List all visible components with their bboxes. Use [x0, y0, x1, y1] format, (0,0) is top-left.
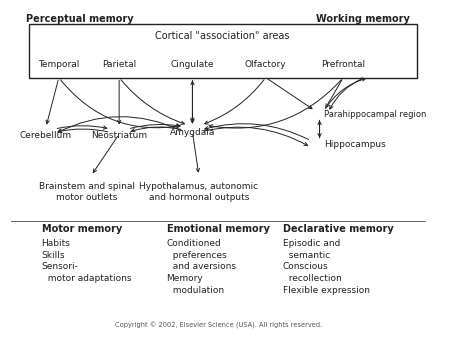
Text: Neostriatum: Neostriatum	[91, 131, 147, 140]
Text: Parahippocampal region: Parahippocampal region	[324, 110, 426, 119]
Text: Amygdala: Amygdala	[170, 128, 215, 138]
Text: Emotional memory: Emotional memory	[166, 224, 270, 234]
Text: Copyright © 2002, Elsevier Science (USA). All rights reserved.: Copyright © 2002, Elsevier Science (USA)…	[115, 321, 322, 329]
Text: Conditioned
  preferences
  and aversions
Memory
  modulation: Conditioned preferences and aversions Me…	[166, 239, 235, 295]
Text: Cerebellum: Cerebellum	[20, 131, 72, 140]
Text: Habits
Skills
Sensori-
  motor adaptations: Habits Skills Sensori- motor adaptations	[41, 239, 131, 283]
Text: Working memory: Working memory	[316, 15, 410, 24]
Text: Hypothalamus, autonomic
and hormonal outputs: Hypothalamus, autonomic and hormonal out…	[140, 182, 258, 202]
Text: Episodic and
  semantic
Conscious
  recollection
Flexible expression: Episodic and semantic Conscious recollec…	[283, 239, 370, 295]
Text: Brainstem and spinal
motor outlets: Brainstem and spinal motor outlets	[39, 182, 135, 202]
Text: Temporal: Temporal	[38, 60, 80, 69]
Text: Parietal: Parietal	[102, 60, 136, 69]
Text: Motor memory: Motor memory	[41, 224, 122, 234]
Text: Declarative memory: Declarative memory	[283, 224, 394, 234]
Bar	[29, 24, 417, 78]
Text: Cortical "association" areas: Cortical "association" areas	[155, 31, 290, 41]
Text: Perceptual memory: Perceptual memory	[27, 15, 134, 24]
Text: Prefrontal: Prefrontal	[321, 60, 365, 69]
Text: Hippocampus: Hippocampus	[324, 140, 386, 149]
Text: Olfactory: Olfactory	[245, 60, 287, 69]
Text: Cingulate: Cingulate	[171, 60, 214, 69]
